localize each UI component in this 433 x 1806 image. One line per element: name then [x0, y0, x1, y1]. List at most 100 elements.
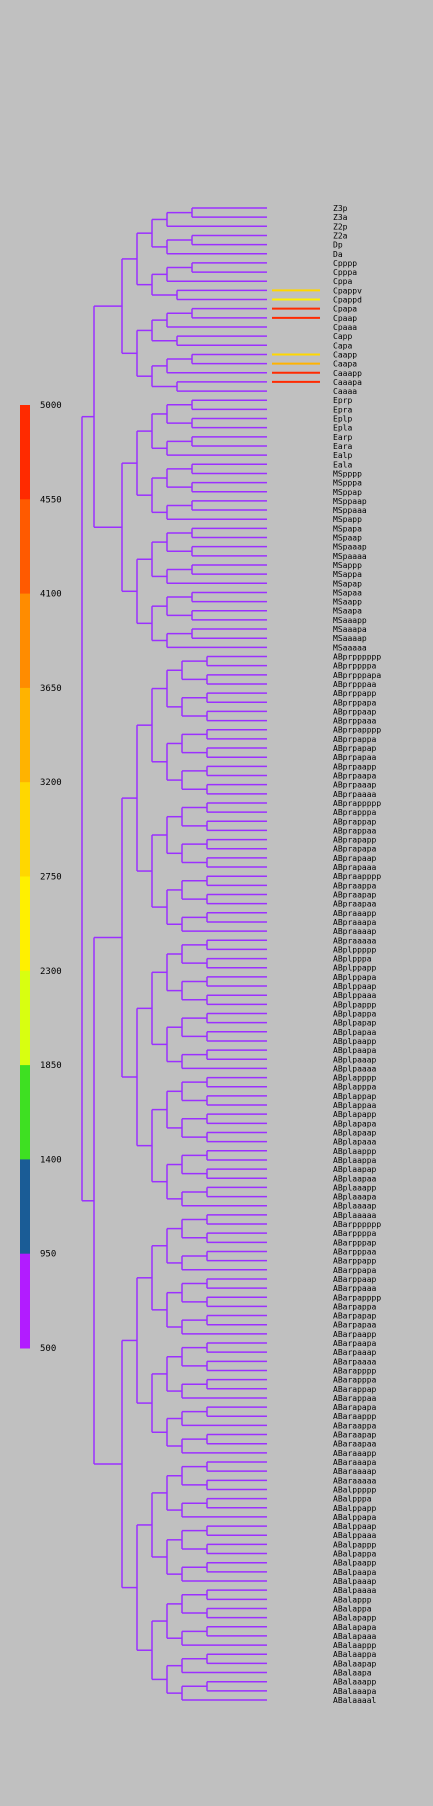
legend-swatch: [20, 1253, 30, 1349]
leaf-label: ABarpppap: [333, 1238, 377, 1247]
leaf-label: ABplpppa: [333, 955, 372, 964]
leaf-label: Z2p: [333, 222, 348, 231]
leaf-label: Ealp: [333, 451, 352, 460]
leaf-label: ABprpppppp: [333, 653, 381, 662]
leaf-label: ABplaappp: [333, 1147, 377, 1156]
leaf-label: Eala: [333, 460, 352, 469]
leaf-label: ABalppaap: [333, 1522, 377, 1531]
leaf-label: ABprppaap: [333, 707, 377, 716]
leaf-label: ABarapppa: [333, 1376, 377, 1385]
leaf-label: ABarpappa: [333, 1302, 377, 1311]
leaf-label: ABaraappa: [333, 1421, 377, 1430]
leaf-label: Earp: [333, 433, 352, 442]
leaf-label: ABarppppa: [333, 1229, 377, 1238]
leaf-label: MSaaapp: [333, 616, 367, 625]
leaf-label: Z3a: [333, 213, 348, 222]
leaf-label: Da: [333, 250, 343, 259]
leaf-label: ABaraaapa: [333, 1458, 377, 1467]
leaf-label: ABarpaaaa: [333, 1357, 377, 1366]
leaf-label: ABplpaapp: [333, 1037, 377, 1046]
leaf-label: ABaraapaa: [333, 1440, 377, 1449]
leaf-label: ABarappaa: [333, 1394, 377, 1403]
leaf-label: ABarappap: [333, 1385, 377, 1394]
leaf-label: MSaaaaa: [333, 643, 367, 652]
leaf-label: Caaaa: [333, 387, 357, 396]
legend-tick-label: 500: [40, 1344, 56, 1354]
leaf-label: ABalaaapa: [333, 1687, 377, 1696]
leaf-label: ABaraaaaa: [333, 1476, 377, 1485]
leaf-label: ABplpapap: [333, 1019, 377, 1028]
leaf-label: ABplappap: [333, 1092, 377, 1101]
leaf-label: ABplaaapa: [333, 1193, 377, 1202]
leaf-label: ABplpaaaa: [333, 1064, 377, 1073]
leaf-label: ABarpaapa: [333, 1339, 377, 1348]
leaf-label: ABarpppaa: [333, 1247, 377, 1256]
leaf-label: Z3p: [333, 204, 348, 213]
leaf-label: ABalappa: [333, 1604, 372, 1613]
leaf-label: MSapaa: [333, 588, 362, 597]
leaf-label: ABarpaapp: [333, 1330, 377, 1339]
leaf-label: ABpraappa: [333, 881, 377, 890]
leaf-label: ABarppapp: [333, 1257, 377, 1266]
leaf-label: ABprappaa: [333, 826, 377, 835]
leaf-label: ABalpaaap: [333, 1577, 377, 1586]
leaf-label: ABplaapaa: [333, 1174, 377, 1183]
leaf-label: ABalpappa: [333, 1550, 377, 1559]
leaf-label: ABprpapap: [333, 744, 377, 753]
leaf-label: ABplaaaap: [333, 1202, 377, 1211]
leaf-label: ABprappap: [333, 817, 377, 826]
leaf-label: ABplppaap: [333, 982, 377, 991]
leaf-label: ABaraappp: [333, 1412, 377, 1421]
leaf-label: ABaraaapp: [333, 1449, 377, 1458]
leaf-label: ABplapaaa: [333, 1138, 377, 1147]
leaf-label: ABprpaapa: [333, 772, 377, 781]
leaf-label: ABalaapap: [333, 1659, 377, 1668]
leaf-label: ABplappaa: [333, 1101, 377, 1110]
leaf-label: ABplaaapp: [333, 1183, 377, 1192]
leaf-label: Dp: [333, 241, 343, 250]
leaf-label: ABprpapppp: [333, 726, 381, 735]
leaf-label: ABpraaapa: [333, 918, 377, 927]
leaf-label: Cpaaa: [333, 323, 357, 332]
leaf-label: ABarpapap: [333, 1312, 377, 1321]
legend-swatch: [20, 1159, 30, 1255]
leaf-label: MSaaapa: [333, 625, 367, 634]
leaf-label: ABplapaap: [333, 1128, 377, 1137]
leaf-label: Eara: [333, 442, 352, 451]
leaf-label: ABplpaaap: [333, 1055, 377, 1064]
leaf-label: ABprppppa: [333, 662, 377, 671]
leaf-label: ABprapapa: [333, 845, 377, 854]
leaf-label: MSaaaap: [333, 634, 367, 643]
leaf-label: ABprapaap: [333, 854, 377, 863]
leaf-label: ABprpaapp: [333, 762, 377, 771]
leaf-label: ABplpaapa: [333, 1046, 377, 1055]
leaf-label: ABarppaaa: [333, 1284, 377, 1293]
leaf-label: MSppap: [333, 488, 362, 497]
leaf-label: ABarpppppp: [333, 1220, 381, 1229]
leaf-label: ABprappppp: [333, 799, 381, 808]
leaf-label: ABaraapap: [333, 1431, 377, 1440]
leaf-label: ABarpapaa: [333, 1321, 377, 1330]
legend-swatch: [20, 1065, 30, 1160]
legend-swatch: [20, 499, 30, 595]
legend-tick-label: 3200: [40, 778, 62, 788]
leaf-label: ABarapppp: [333, 1366, 377, 1375]
leaf-label: MSappp: [333, 561, 362, 570]
legend-tick-label: 2300: [40, 967, 62, 977]
leaf-label: MSpaaaa: [333, 552, 367, 561]
leaf-label: Cpppa: [333, 268, 357, 277]
legend-tick-label: 4550: [40, 495, 62, 505]
leaf-label: ABplpapaa: [333, 1028, 377, 1037]
legend-tick-label: 5000: [40, 401, 62, 411]
leaf-label: MSpppp: [333, 469, 362, 478]
leaf-label: ABalpappp: [333, 1540, 377, 1549]
leaf-label: Cpappd: [333, 296, 362, 305]
leaf-label: ABalppaaa: [333, 1531, 377, 1540]
legend-tick-label: 3650: [40, 684, 62, 694]
leaf-label: ABpraapaa: [333, 900, 377, 909]
leaf-label: ABprpaaaa: [333, 790, 377, 799]
leaf-label: MSapap: [333, 579, 362, 588]
legend-swatch: [20, 876, 30, 972]
